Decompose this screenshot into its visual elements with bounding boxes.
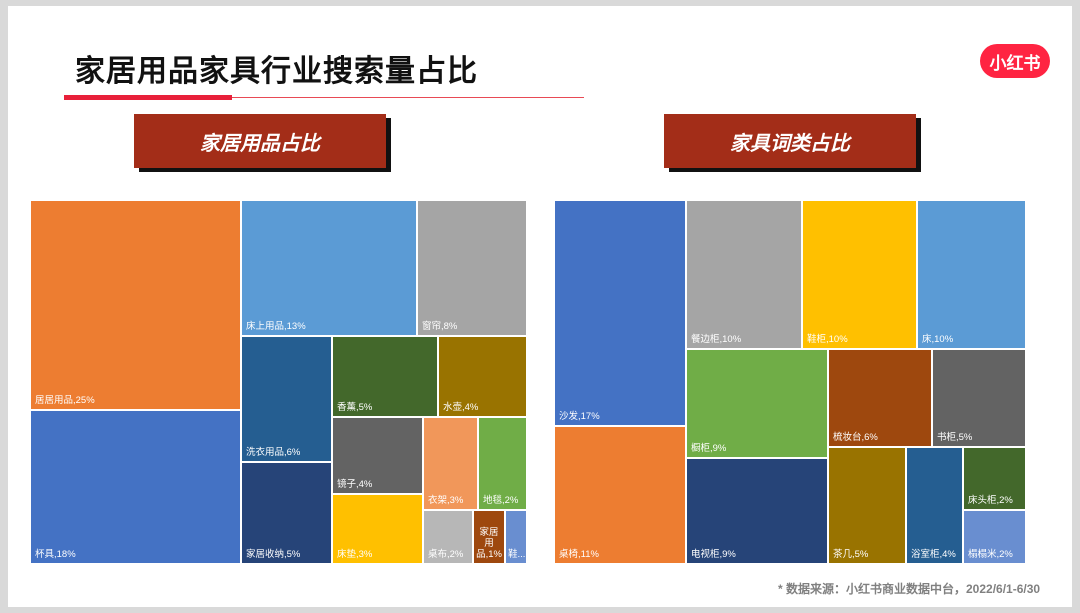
treemap-cell-label: 水壶,4% xyxy=(443,402,479,413)
treemap-cell-床头柜: 床头柜,2% xyxy=(963,447,1026,510)
treemap-cell-沙发: 沙发,17% xyxy=(554,200,686,426)
treemap-cell-label: 香薰,5% xyxy=(337,402,373,413)
treemap-cell-label: 书柜,5% xyxy=(937,432,973,443)
treemap-cell-桌椅: 桌椅,11% xyxy=(554,426,686,564)
treemap-cell-梳妆台: 梳妆台,6% xyxy=(828,349,932,447)
treemap-cell-label: 桌椅,11% xyxy=(559,549,599,560)
treemap-cell-床: 床,10% xyxy=(917,200,1026,349)
treemap-cell-label: 衣架,3% xyxy=(428,495,464,506)
slide: 家居用品家具行业搜索量占比 小红书 家居用品占比 家具词类占比 居居用品,25%… xyxy=(8,6,1072,607)
treemap-cell-label: 地毯,2% xyxy=(483,495,519,506)
treemap-cell-地毯: 地毯,2% xyxy=(478,417,527,510)
treemap-cell-label: 餐边柜,10% xyxy=(691,334,742,345)
treemap-cell-label: 浴室柜,4% xyxy=(911,549,956,560)
treemap-cell-居居用品: 居居用品,25% xyxy=(30,200,241,410)
treemap-cell-家居用品: 家居用品,1% xyxy=(473,510,505,564)
treemap-cell-水壶: 水壶,4% xyxy=(438,336,527,417)
treemap-cell-床上用品: 床上用品,13% xyxy=(241,200,417,336)
xiaohongshu-logo: 小红书 xyxy=(980,44,1050,78)
treemap-furniture: 沙发,17% 桌椅,11% 餐边柜,10% 鞋柜,10% 床,10% 橱柜,9% 电视柜,9… xyxy=(554,200,1026,564)
treemap-cell-label: 居居用品,25% xyxy=(35,395,95,406)
title-underline-accent xyxy=(64,95,232,100)
treemap-cell-label: 洗衣用品,6% xyxy=(246,447,301,458)
treemap-cell-label: 镜子,4% xyxy=(337,479,373,490)
treemap-cell-床垫: 床垫,3% xyxy=(332,494,423,564)
treemap-cell-桌布: 桌布,2% xyxy=(423,510,473,564)
treemap-cell-洗衣用品: 洗衣用品,6% xyxy=(241,336,332,462)
treemap-cell-浴室柜: 浴室柜,4% xyxy=(906,447,963,564)
chart-title-left: 家居用品占比 xyxy=(134,114,386,168)
treemap-cell-鞋...: 鞋... xyxy=(505,510,527,564)
treemap-cell-label: 家居收纳,5% xyxy=(246,549,301,560)
treemap-cell-衣架: 衣架,3% xyxy=(423,417,478,510)
treemap-cell-label: 梳妆台,6% xyxy=(833,432,878,443)
treemap-cell-label: 电视柜,9% xyxy=(691,549,736,560)
treemap-cell-label: 杯具,18% xyxy=(35,549,76,560)
treemap-cell-label: 茶几,5% xyxy=(833,549,869,560)
treemap-cell-窗帘: 窗帘,8% xyxy=(417,200,527,336)
source-note: * 数据来源：小红书商业数据中台，2022/6/1-6/30 xyxy=(778,582,1041,596)
treemap-cell-茶几: 茶几,5% xyxy=(828,447,906,564)
treemap-cell-鞋柜: 鞋柜,10% xyxy=(802,200,917,349)
treemap-cell-杯具: 杯具,18% xyxy=(30,410,241,564)
treemap-cell-榻榻米: 榻榻米,2% xyxy=(963,510,1026,564)
treemap-cell-label: 床垫,3% xyxy=(337,549,373,560)
treemap-cell-书柜: 书柜,5% xyxy=(932,349,1026,447)
title-underline xyxy=(64,97,584,98)
chart-title-right: 家具词类占比 xyxy=(664,114,916,168)
treemap-cell-label: 鞋... xyxy=(508,549,526,560)
treemap-cell-label: 窗帘,8% xyxy=(422,321,458,332)
treemap-cell-label: 桌布,2% xyxy=(428,549,464,560)
treemap-cell-label: 床头柜,2% xyxy=(968,495,1013,506)
treemap-cell-橱柜: 橱柜,9% xyxy=(686,349,828,458)
treemap-cell-电视柜: 电视柜,9% xyxy=(686,458,828,564)
treemap-cell-label: 橱柜,9% xyxy=(691,443,727,454)
treemap-cell-label: 家居用品,1% xyxy=(476,527,502,560)
treemap-cell-镜子: 镜子,4% xyxy=(332,417,423,494)
treemap-cell-香薰: 香薰,5% xyxy=(332,336,438,417)
treemap-cell-label: 鞋柜,10% xyxy=(807,334,848,345)
treemap-cell-label: 沙发,17% xyxy=(559,411,600,422)
page-title: 家居用品家具行业搜索量占比 xyxy=(75,55,478,88)
treemap-home-goods: 居居用品,25% 杯具,18% 床上用品,13% 窗帘,8% 洗衣用品,6% 家居收纳,5… xyxy=(30,200,527,564)
treemap-cell-家居收纳: 家居收纳,5% xyxy=(241,462,332,564)
treemap-cell-label: 床上用品,13% xyxy=(246,321,306,332)
treemap-cell-label: 榻榻米,2% xyxy=(968,549,1013,560)
treemap-cell-餐边柜: 餐边柜,10% xyxy=(686,200,802,349)
treemap-cell-label: 床,10% xyxy=(922,334,954,345)
